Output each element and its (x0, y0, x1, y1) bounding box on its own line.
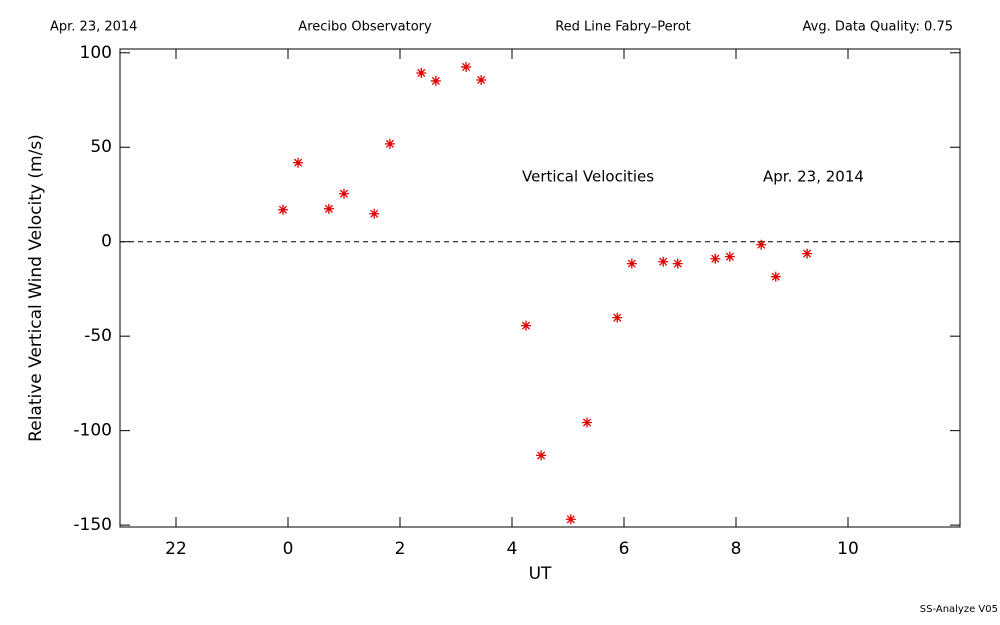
point (658, 256, 669, 267)
annotation: Vertical Velocities (522, 168, 654, 186)
x-tick-label: 4 (507, 539, 518, 559)
y-tick-label: -150 (73, 515, 112, 535)
annotation: Apr. 23, 2014 (763, 168, 864, 186)
point (626, 258, 637, 269)
y-tick-label: -50 (84, 326, 112, 346)
point (672, 258, 683, 269)
point (369, 208, 380, 219)
y-tick-label: -100 (73, 421, 112, 441)
point (582, 417, 593, 428)
point (430, 75, 441, 86)
point (802, 248, 813, 259)
point (384, 138, 395, 149)
point (293, 157, 304, 168)
y-tick-label: 50 (90, 137, 112, 157)
footer: SS-Analyze V05 (920, 604, 998, 615)
point (710, 253, 721, 264)
point (461, 61, 472, 72)
y-tick-label: 0 (101, 232, 112, 252)
point (339, 188, 349, 199)
point (565, 514, 576, 525)
x-tick-label: 0 (283, 539, 294, 559)
x-tick-label: 6 (619, 539, 630, 559)
x-tick-label: 2 (395, 539, 406, 559)
point (770, 271, 781, 282)
x-tick-label: 8 (731, 539, 742, 559)
y-tick-label: 100 (80, 43, 112, 63)
point (416, 67, 427, 78)
header-date: Apr. 23, 2014 (50, 20, 137, 35)
plot-frame (119, 48, 961, 528)
header-site: Arecibo Observatory (298, 20, 432, 35)
x-axis-label: UT (529, 564, 552, 584)
point (536, 450, 547, 461)
point (277, 204, 288, 215)
y-axis-label: Relative Vertical Wind Velocity (m/s) (26, 134, 46, 442)
x-tick-label: 10 (837, 539, 859, 559)
header-quality: Avg. Data Quality: 0.75 (803, 20, 953, 35)
point (323, 203, 334, 214)
point (521, 320, 531, 331)
point (756, 239, 767, 250)
header-instrument: Red Line Fabry–Perot (555, 20, 691, 35)
point (724, 251, 735, 262)
point (612, 312, 623, 323)
point (476, 74, 487, 85)
x-tick-label: 22 (165, 539, 187, 559)
